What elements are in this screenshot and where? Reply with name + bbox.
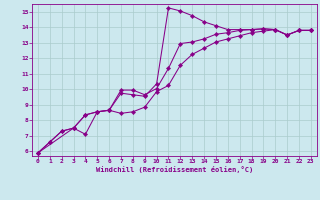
X-axis label: Windchill (Refroidissement éolien,°C): Windchill (Refroidissement éolien,°C) [96,166,253,173]
